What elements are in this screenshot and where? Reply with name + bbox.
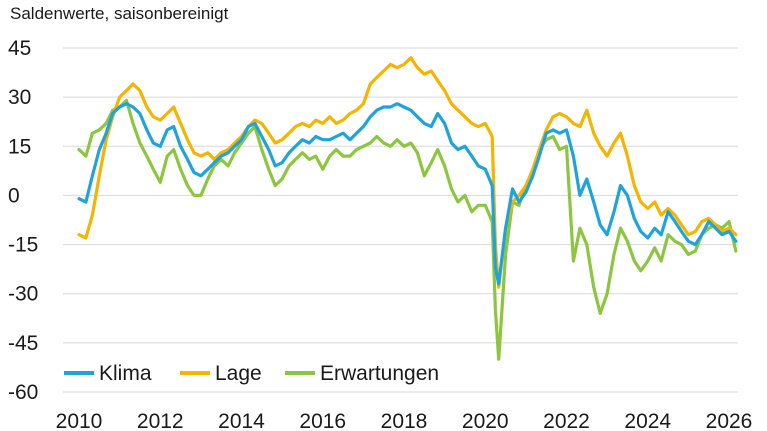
y-tick-label: -30: [8, 283, 38, 306]
x-tick-label: 2026: [706, 410, 753, 431]
chart-subtitle: Saldenwerte, saisonbereinigt: [10, 4, 229, 23]
y-tick-label: -60: [8, 381, 38, 404]
y-tick-label: 45: [8, 37, 31, 60]
y-tick-label: 0: [8, 184, 20, 207]
y-tick-label: -15: [8, 234, 38, 257]
y-tick-label: 30: [8, 86, 31, 109]
x-axis-labels: 2010 2012 2014 2016 2018 2020 2022 2024 2026: [56, 410, 753, 431]
legend: Klima Lage Erwartungen: [64, 362, 439, 385]
legend-label-lage: Lage: [215, 362, 262, 385]
x-tick-label: 2024: [624, 410, 671, 431]
series-lines: [77, 56, 738, 361]
legend-label-klima: Klima: [99, 362, 152, 385]
x-tick-label: 2018: [381, 410, 428, 431]
x-tick-label: 2014: [218, 410, 265, 431]
series-line-erwartungen: [77, 98, 738, 361]
x-tick-label: 2016: [299, 410, 346, 431]
x-tick-label: 2020: [462, 410, 509, 431]
y-axis-labels: 45 30 15 0 -15 -30 -45 -60: [8, 37, 38, 404]
x-tick-label: 2010: [56, 410, 103, 431]
series-line-lage: [77, 56, 738, 289]
series-line-klima: [77, 102, 738, 286]
x-tick-label: 2022: [543, 410, 590, 431]
y-tick-label: -45: [8, 332, 38, 355]
y-tick-label: 15: [8, 135, 31, 158]
legend-label-erwartungen: Erwartungen: [320, 362, 439, 385]
x-tick-label: 2012: [137, 410, 184, 431]
